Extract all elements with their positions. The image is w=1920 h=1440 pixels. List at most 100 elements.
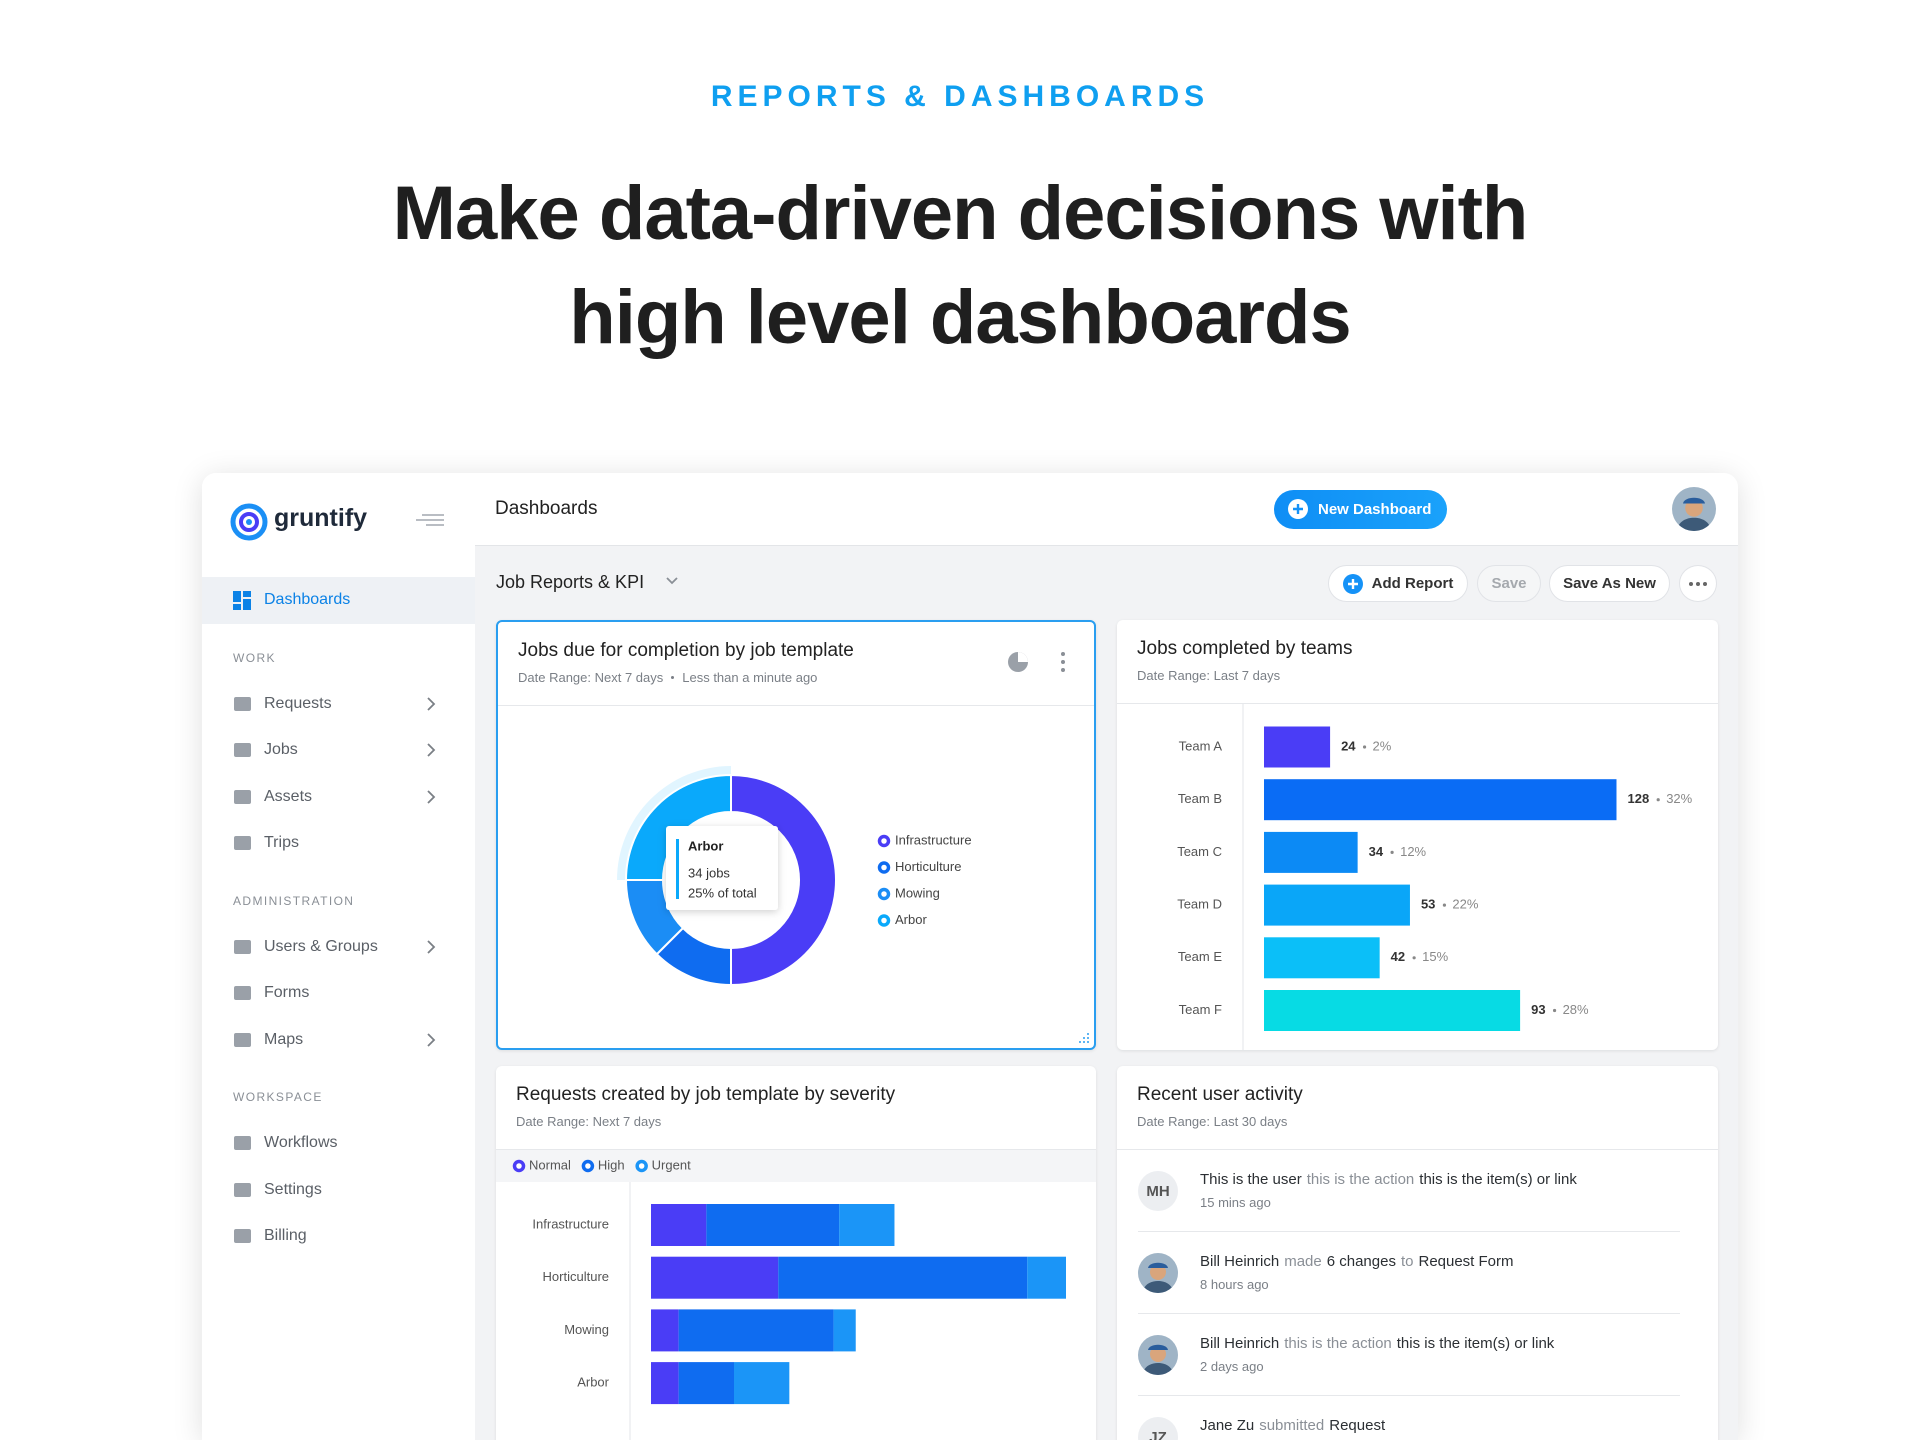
user-avatar[interactable] [1672, 487, 1716, 531]
nav-item[interactable]: Dashboards [202, 577, 475, 624]
nav-item[interactable]: Assets [202, 774, 475, 821]
icon-shape [234, 1182, 251, 1197]
share-label: 2% [1373, 738, 1392, 753]
nav-heading: ADMINISTRATION [233, 893, 355, 908]
activity-muted: made [1284, 1253, 1322, 1270]
nav-icon [234, 1032, 251, 1047]
separator [1362, 745, 1367, 749]
grip-dot [1087, 1033, 1089, 1035]
grip-dot [1083, 1037, 1085, 1039]
nav-item[interactable]: Requests [202, 681, 475, 728]
report-card[interactable]: Requests created by job template by seve… [496, 1066, 1096, 1440]
chevron [427, 1032, 436, 1047]
card-meta: Date Range: Last 7 days [1137, 668, 1280, 683]
divider [1117, 1149, 1718, 1150]
activity-muted: this is the action [1284, 1335, 1392, 1352]
chevron-path [427, 939, 436, 954]
chart: Team A 24 2% Team B 128 32% Team C 34 12% Team D 5… [1177, 704, 1693, 1050]
icon-shape [234, 789, 251, 804]
activity-strong: this is the item(s) or link [1419, 1171, 1577, 1188]
separator [1442, 903, 1447, 907]
activity-time: 15 mins ago [1200, 1195, 1271, 1210]
dropdown-caret [666, 577, 678, 585]
button-label: Save As New [1563, 575, 1656, 592]
avatar-initials: MH [1146, 1182, 1170, 1200]
category-label: Team B [1178, 791, 1222, 806]
photo-body [1676, 517, 1712, 531]
category-label: Infrastructure [532, 1216, 609, 1231]
activity-time: 8 hours ago [1200, 1277, 1269, 1292]
nav-icon [234, 836, 251, 850]
bar-segment [651, 1256, 779, 1299]
report-card[interactable]: Jobs completed by teams Date Range: Last … [1117, 620, 1718, 1050]
report-card[interactable]: Jobs due for completion by job template D… [496, 620, 1096, 1050]
activity-muted: to [1400, 1253, 1414, 1270]
button-label: Save [1491, 575, 1527, 592]
value-label: 93 [1531, 1002, 1545, 1017]
nav-item[interactable]: Workflows [202, 1120, 475, 1167]
nav-item[interactable]: Maps [202, 1017, 475, 1064]
bar-segment [778, 1256, 1028, 1299]
avatar-photo [1672, 487, 1716, 531]
activity-muted: submitted [1259, 1417, 1325, 1434]
menu-toggle[interactable] [416, 513, 444, 527]
toolbar-button[interactable]: Add Report [1328, 565, 1468, 602]
legend-marker [877, 914, 891, 927]
avatar: MH [1138, 1171, 1178, 1211]
page-title: Dashboards [495, 498, 598, 519]
icon-shape [234, 986, 251, 1000]
nav-icon [234, 939, 251, 954]
separator [671, 676, 675, 679]
more-button[interactable] [1679, 565, 1717, 602]
legend-marker [877, 834, 891, 848]
tooltip-line: 25% of total [688, 885, 757, 900]
nav-icon [234, 789, 251, 804]
grip-dot [1079, 1041, 1081, 1043]
donut-slice [730, 773, 837, 987]
kebab-dot [1061, 660, 1065, 664]
icon-shape [234, 696, 251, 711]
nav-label: Settings [264, 1180, 322, 1198]
nav-item[interactable]: Billing [202, 1213, 475, 1260]
toolbar-button[interactable]: Save As New [1549, 565, 1670, 602]
nav-item[interactable]: Jobs [202, 727, 475, 774]
nav-icon [234, 1229, 251, 1243]
nav-label: Billing [264, 1227, 307, 1245]
activity-strong: Bill Heinrich [1200, 1335, 1280, 1352]
activity-strong: This is the user [1200, 1171, 1302, 1188]
report-card[interactable]: Recent user activity Date Range: Last 30 … [1117, 1066, 1718, 1440]
category-label: Team D [1177, 897, 1222, 912]
avatar-initials: JZ [1149, 1428, 1167, 1440]
photo-face [1685, 499, 1703, 517]
plus-icon [1288, 499, 1308, 519]
new-dashboard-button[interactable]: New Dashboard [1274, 490, 1447, 529]
chevron-path [427, 696, 436, 711]
nav-label: Workflows [264, 1134, 338, 1152]
dashboard-selector[interactable]: Job Reports & KPI [496, 572, 645, 592]
kebab-dot [1061, 668, 1065, 672]
activity-time: 2 days ago [1200, 1359, 1264, 1374]
toolbar-button[interactable]: Save [1477, 565, 1541, 602]
chevron-path [427, 743, 436, 757]
nav-item[interactable]: Forms [202, 970, 475, 1017]
activity-item: Bill Heinrich this is the action this is t… [1117, 1314, 1718, 1396]
nav-icon [234, 1182, 251, 1197]
activity-item: Bill Heinrich made 6 changes to Request Form… [1117, 1232, 1718, 1314]
legend-label: Arbor [895, 912, 927, 927]
nav-item[interactable]: Users & Groups [202, 924, 475, 971]
value-label: 24 [1341, 738, 1356, 753]
bar-segment [833, 1309, 856, 1352]
share-label: 32% [1666, 791, 1692, 806]
bar [1264, 726, 1331, 768]
plus-icon [1342, 573, 1363, 594]
share-label: 15% [1422, 949, 1448, 964]
separator [1390, 850, 1394, 854]
bar-segment [839, 1204, 895, 1246]
nav-heading: WORK [233, 650, 276, 665]
bar-segment [651, 1309, 679, 1352]
nav-item[interactable]: Settings [202, 1167, 475, 1214]
legend-label: Normal [529, 1157, 571, 1172]
nav-item[interactable]: Trips [202, 820, 475, 867]
nav-label: Forms [264, 984, 310, 1002]
